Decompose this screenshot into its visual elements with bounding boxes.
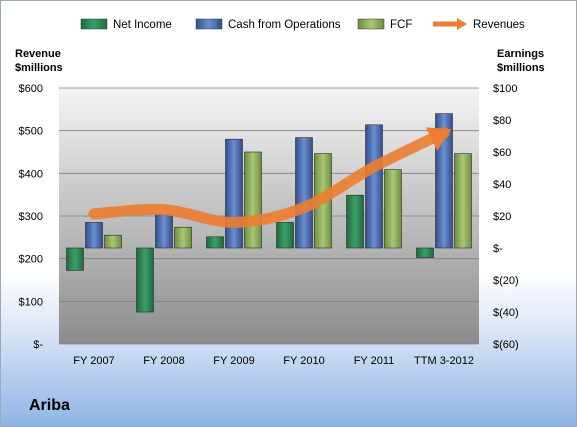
x-tick-label: FY 2011 xyxy=(354,355,395,367)
legend-label-cash-from-operations: Cash from Operations xyxy=(228,19,341,31)
legend: Net Income Cash from Operations FCF Revenue… xyxy=(80,18,525,31)
revenue-arrowhead xyxy=(425,127,452,151)
right-tick-label: $(40) xyxy=(493,307,519,319)
bar-fcf-ttm-3-2012 xyxy=(454,153,472,249)
axes: $- $100 $200 $300 $400 $500 $600 $(60) $(40) $(20… xyxy=(15,48,545,367)
bar-net-income-ttm-3-2012 xyxy=(416,247,434,258)
x-tick-label: FY 2007 xyxy=(73,355,114,367)
bar-cash-from-operations-fy-2007 xyxy=(85,222,103,249)
left-tick-label: $500 xyxy=(19,126,43,138)
bar-cash-from-operations-fy-2008 xyxy=(155,214,173,249)
legend-label-net-income: Net Income xyxy=(113,19,172,31)
left-tick-label: $400 xyxy=(19,168,43,180)
company-name: Ariba xyxy=(29,397,70,414)
left-axis-title: Revenue xyxy=(15,48,61,60)
revenue-line-path xyxy=(88,127,450,228)
legend-label-fcf: FCF xyxy=(390,19,412,31)
x-tick-label: FY 2008 xyxy=(143,355,184,367)
bar-fcf-fy-2011 xyxy=(384,169,402,249)
x-tick-label: FY 2010 xyxy=(283,355,324,367)
right-tick-label: $- xyxy=(493,243,503,255)
left-tick-label: $300 xyxy=(19,211,43,223)
bar-cash-from-operations-fy-2009 xyxy=(225,138,243,249)
bar-net-income-fy-2011 xyxy=(346,194,364,249)
bar-net-income-fy-2008 xyxy=(136,247,154,313)
bar-fcf-fy-2007 xyxy=(104,234,122,249)
left-axis-title: $millions xyxy=(15,62,63,74)
right-tick-label: $80 xyxy=(493,115,511,127)
x-tick-label: TTM 3-2012 xyxy=(414,355,474,367)
bar-net-income-fy-2007 xyxy=(66,247,84,271)
bar-net-income-fy-2010 xyxy=(276,222,294,249)
left-tick-label: $100 xyxy=(19,296,43,308)
legend-arrowhead xyxy=(457,18,467,30)
legend-swatch-cash-from-operations xyxy=(195,18,223,30)
right-axis-title: $millions xyxy=(497,62,545,74)
right-tick-label: $60 xyxy=(493,147,511,159)
bar-cash-from-operations-ttm-3-2012 xyxy=(435,113,453,249)
right-axis-title: Earnings xyxy=(497,48,544,60)
legend-swatch-fcf xyxy=(357,18,385,30)
bar-fcf-fy-2009 xyxy=(244,151,262,249)
right-tick-label: $(20) xyxy=(493,275,519,287)
left-tick-label: $- xyxy=(33,339,43,351)
bar-cash-from-operations-fy-2010 xyxy=(295,137,313,249)
bar-fcf-fy-2008 xyxy=(174,226,192,249)
bar-cash-from-operations-fy-2011 xyxy=(365,124,383,249)
right-tick-label: $100 xyxy=(493,83,517,95)
x-tick-label: FY 2009 xyxy=(213,355,254,367)
legend-label-revenues: Revenues xyxy=(473,19,525,31)
right-tick-label: $(60) xyxy=(493,339,519,351)
legend-swatch-net-income xyxy=(80,18,108,30)
revenue-line xyxy=(88,127,452,228)
bar-net-income-fy-2009 xyxy=(206,236,224,249)
bars xyxy=(66,113,472,313)
right-tick-label: $20 xyxy=(493,211,511,223)
left-tick-label: $600 xyxy=(19,83,43,95)
left-tick-label: $200 xyxy=(19,254,43,266)
right-tick-label: $40 xyxy=(493,179,511,191)
